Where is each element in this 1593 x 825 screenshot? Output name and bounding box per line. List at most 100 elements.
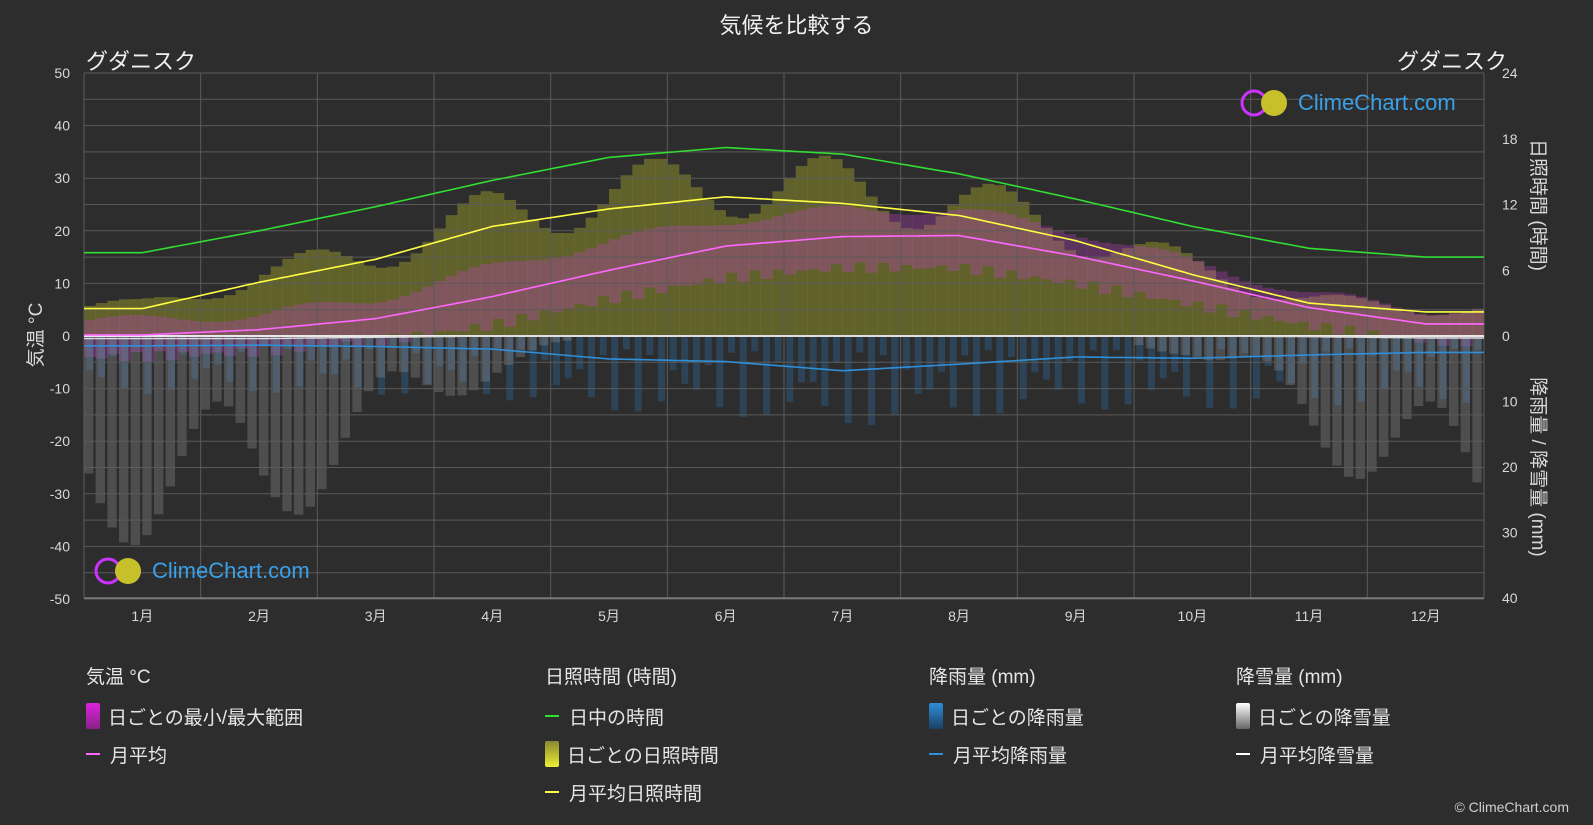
temp-range-band (1169, 252, 1181, 300)
sunshine-band (865, 196, 878, 336)
snow-band (107, 336, 117, 528)
rain-band (1183, 336, 1190, 397)
legend-snow-daily: 日ごとの降雪量 (1236, 703, 1391, 729)
sunshine-band (422, 241, 435, 336)
temp-range-band (410, 291, 423, 332)
temp-range-band (935, 212, 948, 266)
rain-band (284, 336, 292, 350)
rain-band (1428, 336, 1435, 358)
temp-range-band (562, 255, 575, 309)
logo-top[interactable]: ClimeChart.com (1240, 88, 1456, 118)
rain-band (938, 336, 945, 372)
sun-tick-label: 24 (1502, 65, 1518, 81)
temp-range-band (702, 225, 715, 279)
temp-range-band (877, 212, 890, 263)
rain-band (1323, 336, 1330, 352)
precip-axis-title: 降雨量 / 降雪量 (mm) (1527, 377, 1549, 556)
month-tick-label: 2月 (248, 608, 270, 624)
legend-temp-avg: 月平均 (86, 743, 303, 767)
sunshine-band (1472, 308, 1485, 336)
sunshine-band (1017, 201, 1030, 336)
snow-band (527, 336, 537, 351)
temp-range-band (1075, 237, 1088, 289)
sunshine-band (970, 187, 983, 336)
legend-rain-daily: 日ごとの降雨量 (929, 703, 1084, 729)
rain-band (1346, 336, 1354, 349)
rain-band (658, 336, 665, 402)
temp-range-band (714, 225, 726, 284)
temp-range-band (375, 302, 388, 346)
rain-band (1299, 336, 1307, 364)
sunshine-band (1075, 256, 1088, 336)
snow-band (1285, 336, 1295, 386)
rain-avg-swatch (929, 753, 943, 755)
sunshine-band (235, 290, 248, 336)
sunshine-band (539, 227, 551, 336)
temp-range-band (352, 303, 365, 347)
rain-band (949, 336, 957, 408)
legend-temp-head: 気温 °C (86, 667, 151, 688)
sunshine-band (819, 155, 831, 336)
sun-tick-label: 0 (1502, 328, 1510, 344)
city-right-label: グダニスク (1396, 49, 1507, 74)
legend-rain-avg-label: 月平均降雨量 (953, 745, 1068, 767)
rain-band (1124, 336, 1132, 405)
snow-avg-swatch (1236, 753, 1250, 755)
temp-range-band (912, 214, 925, 269)
month-tick-label: 6月 (715, 608, 737, 624)
sunshine-band (795, 165, 808, 336)
snow-band (562, 336, 572, 341)
rain-band (471, 336, 479, 356)
rain-band (856, 336, 864, 353)
logo-icon (1240, 89, 1287, 117)
legend-temp-range: 日ごとの最小/最大範囲 (86, 703, 304, 729)
snow-band (434, 336, 444, 392)
legend-sun-daylight: 日中の時間 (545, 705, 719, 729)
legend-sun-head: 日照時間 (時間) (545, 667, 677, 688)
rain-band (518, 336, 525, 350)
legend-rain: 降雨量 (mm) 日ごとの降雨量 月平均降雨量 (929, 662, 1084, 781)
temp-range-band (1017, 218, 1030, 280)
sunshine-band (1437, 314, 1450, 336)
snow-band (1250, 336, 1260, 358)
sunshine-band (1285, 298, 1298, 336)
temp-range-band (1262, 287, 1275, 316)
month-tick-label: 9月 (1065, 608, 1087, 624)
month-tick-label: 8月 (948, 608, 970, 624)
snow-band (1239, 336, 1249, 357)
sunshine-band (1297, 297, 1310, 336)
temp-tick-label: -40 (50, 538, 70, 554)
snow-band (1204, 336, 1214, 361)
temp-range-band (387, 299, 400, 334)
series-lines (84, 146, 1484, 372)
snow-band (550, 336, 560, 343)
sunshine-band (1355, 298, 1368, 336)
month-tick-label: 10月 (1178, 608, 1208, 624)
sunshine-band (294, 253, 306, 336)
legend-sun-avg: 月平均日照時間 (545, 781, 719, 805)
month-tick-label: 4月 (481, 608, 503, 624)
sunshine-band (842, 168, 855, 336)
rain-band (1101, 336, 1109, 410)
snow-band (1309, 336, 1319, 426)
rain-band (996, 336, 1004, 414)
snow-band (539, 336, 549, 346)
sunshine-band (1262, 298, 1275, 336)
temp-range-band (1355, 296, 1368, 338)
legend-temp-range-label: 日ごとの最小/最大範囲 (108, 707, 304, 729)
rain-band (646, 336, 654, 355)
sunshine-swatch (545, 741, 559, 767)
temp-tick-label: -50 (50, 591, 70, 607)
rain-band (483, 336, 490, 395)
sunshine-band (562, 233, 575, 336)
snow-band (1449, 336, 1459, 426)
temp-range-band (574, 252, 586, 305)
rain-band (1264, 336, 1272, 367)
snow-band (422, 336, 432, 386)
logo-bottom[interactable]: ClimeChart.com (94, 556, 310, 586)
sunshine-band (1204, 270, 1216, 336)
temp-range-band (422, 286, 435, 337)
snow-band (1414, 336, 1424, 407)
sunshine-band (1064, 250, 1076, 336)
temp-range-band (830, 205, 843, 265)
